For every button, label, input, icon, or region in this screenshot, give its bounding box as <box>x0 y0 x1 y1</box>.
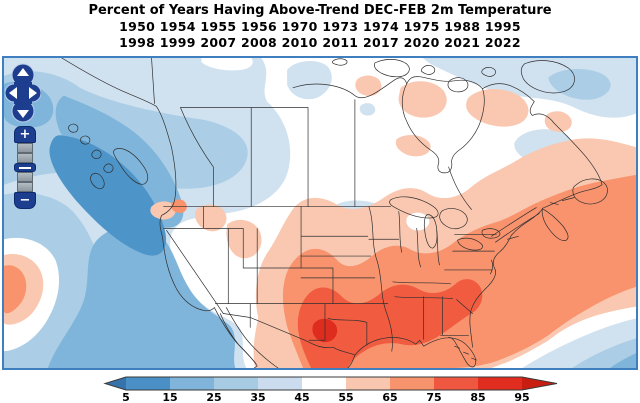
contour-region <box>226 219 262 259</box>
colorbar-segment <box>126 377 170 390</box>
zoom-track <box>17 143 33 163</box>
alaska-border <box>151 58 155 104</box>
contour-region <box>395 135 431 157</box>
contour-region <box>572 338 636 368</box>
contour-region <box>47 225 236 368</box>
great-lakes <box>389 196 501 251</box>
zoom-track-cell[interactable] <box>17 172 33 182</box>
pacific-islands <box>68 123 149 190</box>
colorbar-svg: 5 15 25 35 45 55 65 75 85 95 <box>103 376 558 403</box>
contour-region <box>287 61 332 100</box>
west-coastline <box>61 58 215 312</box>
contour-region <box>548 68 611 100</box>
contour-region <box>4 265 27 314</box>
zoom-track <box>17 172 33 192</box>
pan-right-button[interactable] <box>29 87 37 99</box>
canada-borders <box>180 99 472 210</box>
pan-up-button[interactable] <box>17 68 29 76</box>
colorbar-segment <box>258 377 302 390</box>
colorbar-tick-label: 95 <box>514 391 529 403</box>
pan-control[interactable] <box>4 62 42 124</box>
map-title: Percent of Years Having Above-Trend DEC-… <box>88 3 552 18</box>
colorbar-tick-label: 5 <box>122 391 130 403</box>
colorbar-tick-label: 15 <box>162 391 177 403</box>
colorbar-tick-label: 75 <box>426 391 441 403</box>
contour-region <box>544 111 572 132</box>
colorbar-tick-label: 45 <box>294 391 309 403</box>
baja-coast <box>213 307 279 368</box>
contour-region <box>610 353 636 368</box>
contour-region <box>355 75 382 96</box>
zoom-track-cell[interactable] <box>17 153 33 163</box>
hudson-bay-coast <box>401 76 485 174</box>
colorbar-segment <box>346 377 390 390</box>
contour-region <box>359 103 376 116</box>
quebec-labrador-coast <box>482 83 603 208</box>
contour-region <box>55 95 184 228</box>
rio-grande-border <box>222 313 356 356</box>
zoom-slider-handle[interactable] <box>14 163 36 172</box>
contour-region <box>406 212 430 231</box>
map-canvas[interactable] <box>4 58 636 368</box>
colorbar-segment <box>478 377 522 390</box>
contour-region <box>201 58 253 71</box>
years-line-2: 1998 1999 2007 2008 2010 2011 2017 2020 … <box>119 35 521 50</box>
zoom-track-cell[interactable] <box>17 182 33 192</box>
east-coastline <box>469 207 544 348</box>
contour-fill-regions <box>4 58 636 368</box>
us-state-borders <box>163 206 497 352</box>
contour-region <box>150 201 176 220</box>
colorbar-tick-label: 35 <box>250 391 265 403</box>
years-line-1: 1950 1954 1955 1956 1970 1973 1974 1975 … <box>119 19 521 34</box>
colorbar-segment <box>302 377 346 390</box>
contour-region <box>171 199 187 213</box>
map-viewport[interactable] <box>2 56 638 370</box>
arctic-coastline <box>292 77 408 98</box>
gulf-coast <box>347 336 477 368</box>
pan-down-button[interactable] <box>17 110 29 118</box>
contour-region <box>398 81 447 118</box>
colorbar-right-arrow <box>522 377 557 390</box>
zoom-track-cell[interactable] <box>17 143 33 153</box>
bahamas-islands <box>454 345 477 361</box>
coastlines-and-borders <box>61 58 608 368</box>
colorbar-segment <box>434 377 478 390</box>
contour-region <box>49 135 167 256</box>
title-block: Percent of Years Having Above-Trend DEC-… <box>0 2 640 51</box>
contour-region <box>195 204 227 232</box>
newfoundland-coast <box>561 178 608 205</box>
zoom-control: + − <box>14 126 36 209</box>
colorbar-tick-label: 65 <box>382 391 397 403</box>
st-lawrence-river <box>491 207 540 243</box>
colorbar-tick-label: 85 <box>470 391 485 403</box>
nova-scotia-coast <box>541 202 569 241</box>
colorbar-left-arrow <box>105 377 126 390</box>
arctic-islands <box>331 58 575 94</box>
colorbar-tick-label: 25 <box>206 391 221 403</box>
colorbar-segment <box>214 377 258 390</box>
pan-control-graphic <box>4 63 42 123</box>
zoom-in-button[interactable]: + <box>14 126 36 143</box>
zoom-out-button[interactable]: − <box>14 192 36 209</box>
colorbar-segment <box>390 377 434 390</box>
colorbar-outline <box>103 376 558 391</box>
colorbar-tick-label: 55 <box>338 391 353 403</box>
pan-left-button[interactable] <box>9 87 17 99</box>
colorbar-segment <box>170 377 214 390</box>
